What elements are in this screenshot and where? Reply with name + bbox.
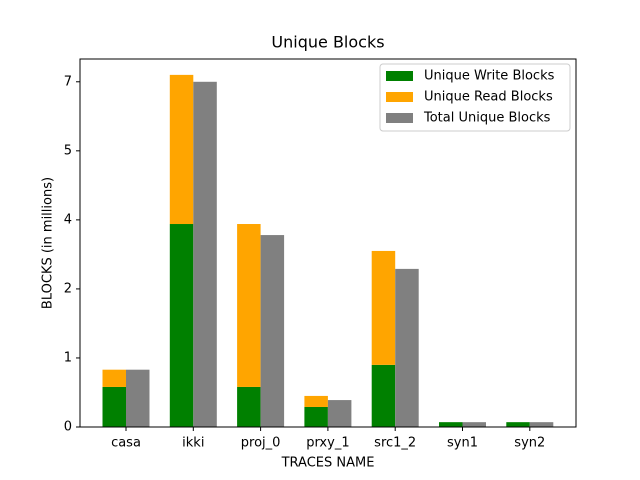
bar [169,224,194,427]
y-tick-label: 1 [64,350,72,365]
bar [102,386,126,427]
x-tick-label: syn2 [514,436,545,451]
y-tick-label: 4 [64,212,72,227]
bar [529,422,554,427]
plot-frame [79,58,577,428]
bar [371,250,396,365]
bar [126,369,150,427]
bar [395,268,419,427]
y-tick-label: 0 [64,420,72,435]
legend-label: Total Unique Blocks [423,111,551,126]
bar [102,369,126,387]
bar [304,406,328,427]
legend-swatch [386,113,413,123]
legend-label: Unique Read Blocks [424,90,553,105]
legend-label: Unique Write Blocks [424,69,555,84]
bar [237,224,261,387]
bar [193,81,217,427]
y-tick-label: 5 [64,143,72,158]
bar [462,422,486,427]
bar [260,235,285,427]
x-tick-label: syn1 [447,436,478,451]
legend-swatch [386,92,413,102]
legend-box [379,63,571,132]
x-tick-label: ikki [182,436,204,451]
legend-swatch [386,71,413,81]
chart-title: Unique Blocks [271,33,384,52]
bar [237,386,261,427]
y-axis-label: BLOCKS (in millions) [41,177,56,309]
bar [506,422,530,427]
bar [439,422,463,427]
bar [371,364,396,427]
y-tick-label: 7 [64,74,72,89]
x-tick-label: casa [111,436,141,451]
x-tick-label: prxy_1 [306,436,349,451]
y-tick-label: 2 [64,281,72,296]
x-axis-label: TRACES NAME [281,456,375,471]
bar [304,395,328,407]
bar [327,400,352,427]
x-tick-label: proj_0 [241,436,281,451]
bar [169,74,194,225]
x-tick-label: src1_2 [374,436,416,451]
